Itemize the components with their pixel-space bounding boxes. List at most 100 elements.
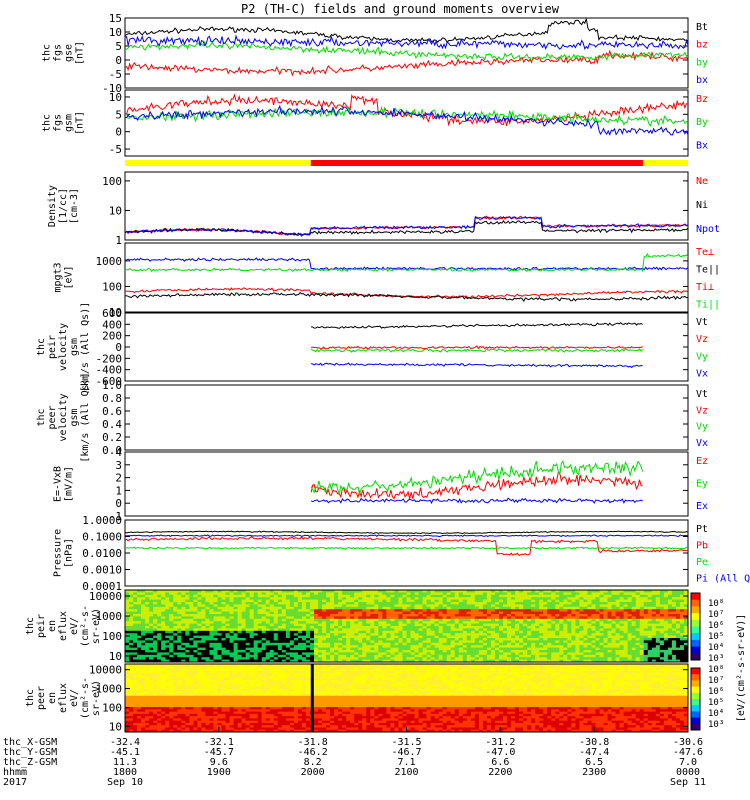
spec-cell — [539, 645, 544, 649]
spec-cell — [165, 709, 170, 713]
spec-cell — [161, 621, 166, 625]
spec-cell — [145, 695, 150, 699]
spec-cell — [301, 616, 307, 620]
spec-cell — [305, 647, 311, 651]
spec-cell — [466, 616, 472, 620]
spec-cell — [366, 640, 371, 644]
spec-cell — [197, 621, 202, 625]
spec-cell — [342, 597, 347, 601]
spec-cell — [651, 645, 657, 649]
spec-cell — [181, 691, 186, 694]
spec-cell — [197, 604, 202, 608]
spec-cell — [157, 707, 162, 710]
spec-cell — [129, 668, 134, 672]
spec-cell — [346, 590, 351, 593]
spec-cell — [293, 628, 299, 632]
spec-cell — [189, 693, 194, 697]
spec-cell — [177, 666, 182, 670]
spec-cell — [559, 616, 564, 620]
spec-cell — [165, 711, 170, 715]
spec-cell — [305, 633, 311, 637]
spec-cell — [205, 642, 210, 646]
spec-cell — [402, 652, 407, 656]
spec-cell — [141, 597, 146, 601]
spec-cell — [535, 609, 540, 613]
spec-cell — [627, 592, 633, 596]
spec-cell — [177, 688, 182, 692]
spec-cell — [209, 645, 214, 649]
spec-cell — [494, 640, 500, 644]
spec-cell — [301, 628, 307, 632]
spec-cell — [615, 592, 621, 596]
spec-cell — [229, 623, 235, 627]
spec-cell — [623, 640, 629, 644]
spec-cell — [297, 659, 303, 663]
spec-cell — [149, 626, 154, 629]
spec-cell — [137, 675, 142, 679]
spec-cell — [643, 642, 649, 646]
spec-cell — [205, 647, 210, 651]
spec-cell — [382, 630, 387, 634]
spec-cell — [161, 623, 166, 627]
spec-cell — [165, 700, 170, 704]
spec-cell — [297, 630, 303, 634]
spec-cell — [245, 630, 251, 634]
y-tick-label: 10 — [109, 204, 122, 217]
y-tick-label: 0 — [115, 497, 122, 510]
spec-cell — [338, 659, 343, 663]
spec-cell — [338, 609, 343, 613]
spec-cell — [551, 592, 556, 596]
spec-cell — [193, 700, 198, 704]
spec-cell — [185, 691, 190, 694]
spec-cell — [354, 621, 359, 625]
spec-cell — [615, 616, 621, 620]
spec-cell — [398, 621, 403, 625]
spec-cell — [362, 592, 367, 596]
spec-cell — [318, 602, 323, 605]
spec-cell — [137, 590, 142, 593]
spec-cell — [507, 626, 512, 629]
spec-cell — [643, 616, 649, 620]
spec-cell — [454, 609, 460, 613]
spec-cell — [390, 659, 395, 663]
spec-cell — [225, 638, 231, 641]
spec-cell — [173, 602, 178, 605]
spec-cell — [450, 614, 456, 617]
spec-cell — [334, 638, 339, 641]
spec-cell — [631, 626, 637, 629]
spec-cell — [354, 659, 359, 663]
spec-cell — [478, 621, 484, 625]
spec-cell — [149, 599, 154, 603]
spec-cell — [342, 623, 347, 627]
spec-cell — [438, 652, 444, 656]
spec-cell — [591, 616, 597, 620]
spec-cell — [539, 642, 544, 646]
spec-cell — [265, 597, 271, 601]
spec-cell — [503, 659, 508, 663]
spec-cell — [301, 647, 307, 651]
spec-cell — [547, 606, 552, 610]
spec-cell — [470, 611, 476, 615]
spec-cell — [173, 679, 178, 683]
spec-cell — [603, 645, 609, 649]
spec-cell — [141, 729, 146, 733]
spec-cell — [153, 668, 158, 672]
spec-cell — [567, 609, 572, 613]
spec-cell — [631, 604, 637, 608]
spec-cell — [137, 654, 142, 658]
spec-cell — [301, 652, 307, 656]
spec-cell — [354, 638, 359, 641]
spec-cell — [519, 592, 524, 596]
spec-cell — [579, 640, 584, 644]
spec-cell — [655, 594, 661, 598]
spec-cell — [338, 597, 343, 601]
spec-cell — [639, 650, 645, 653]
spec-cell — [133, 688, 138, 692]
spec-cell — [382, 652, 387, 656]
spec-cell — [125, 682, 130, 685]
spec-cell — [193, 673, 198, 676]
spec-cell — [418, 635, 424, 639]
spec-cell — [474, 650, 480, 653]
spec-cell — [225, 594, 231, 598]
